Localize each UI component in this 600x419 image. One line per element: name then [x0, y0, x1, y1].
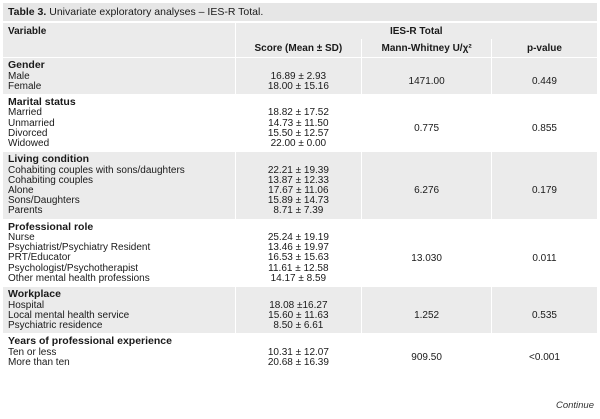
table-row: Workplace Hospital Local mental health ser… — [3, 285, 597, 334]
subgroup-label: Male — [8, 70, 30, 82]
subgroup-label: Psychologist/Psychotherapist — [8, 262, 139, 274]
subgroup-label: Cohabiting couples with sons/daughters — [8, 164, 185, 176]
table-row: Years of professional experience Ten or l… — [3, 333, 597, 370]
header-pvalue: p-value — [490, 39, 597, 58]
category-title: Professional role — [8, 220, 94, 233]
subgroup-label: Other mental health professions — [8, 272, 150, 284]
score-value: 14.17 ± 8.59 — [270, 272, 327, 284]
variable-cell: Gender Male Female — [3, 57, 235, 95]
category-title: Workplace — [8, 288, 61, 300]
category-title: Marital status — [8, 95, 76, 108]
header-score: Score (Mean ± SD) — [234, 39, 362, 58]
test-statistic: 909.50 — [361, 333, 492, 370]
score-value: 15.50 ± 12.57 — [267, 127, 329, 139]
category-title: Living condition — [8, 153, 90, 166]
table-row: Living condition Cohabiting couples with … — [3, 151, 597, 220]
score-value: 13.87 ± 12.33 — [267, 174, 329, 186]
spacer — [241, 60, 357, 72]
test-statistic: 1471.00 — [361, 57, 492, 95]
score-value: 8.50 ± 6.61 — [273, 319, 324, 331]
subgroup-label: PRT/Educator — [8, 252, 71, 264]
score-value: 14.73 ± 11.50 — [268, 117, 329, 129]
score-cell: 22.21 ± 19.39 13.87 ± 12.33 17.67 ± 11.06 1… — [234, 151, 362, 220]
category-title: Gender — [8, 59, 45, 71]
score-value: 17.67 ± 11.06 — [268, 185, 329, 196]
continue-label: Continue — [555, 400, 594, 411]
score-value: 16.53 ± 15.63 — [267, 252, 329, 264]
subgroup-label: Widowed — [8, 137, 50, 149]
header-test: Mann-Whitney U/χ² — [361, 39, 492, 58]
score-value: 25.24 ± 19.19 — [267, 232, 329, 244]
variable-cell: Living condition Cohabiting couples with … — [3, 151, 235, 220]
variable-cell: Professional role Nurse Psychiatrist/Psych… — [3, 218, 235, 287]
caption-text: Univariate exploratory analyses – IES-R … — [46, 6, 264, 18]
table-row: Professional role Nurse Psychiatrist/Psych… — [3, 218, 597, 287]
score-value: 11.61 ± 12.58 — [268, 262, 329, 274]
score-cell: 10.31 ± 12.07 20.68 ± 16.39 — [234, 333, 362, 370]
subgroup-label: Hospital — [8, 299, 45, 311]
test-statistic: 1.252 — [361, 285, 492, 334]
subgroup-label: Local mental health service — [8, 309, 130, 321]
score-value: 18.08 ±16.27 — [269, 299, 328, 311]
p-value: <0.001 — [490, 333, 597, 370]
subgroup-label: Ten or less — [8, 346, 57, 358]
results-table: Variable IES-R Total Score (Mean ± SD) M… — [3, 23, 597, 370]
p-value: 0.011 — [490, 218, 597, 287]
score-value: 16.89 ± 2.93 — [270, 70, 327, 82]
subgroup-label: Psychiatric residence — [8, 319, 103, 331]
subgroup-label: More than ten — [8, 356, 70, 368]
table-row: Gender Male Female 16.89 ± 2.93 18.00 ± 15.1… — [3, 57, 597, 95]
table-row: Marital status Married Unmarried Divorced Wi… — [3, 93, 597, 152]
score-cell: 16.89 ± 2.93 18.00 ± 15.16 — [234, 57, 362, 95]
header-blank — [3, 39, 235, 58]
score-cell: 18.82 ± 17.52 14.73 ± 11.50 15.50 ± 12.57 2… — [234, 93, 362, 152]
score-value: 8.71 ± 7.39 — [273, 205, 324, 217]
header-ies-r-total: IES-R Total — [234, 23, 597, 39]
score-cell: 18.08 ±16.27 15.60 ± 11.63 8.50 ± 6.61 — [234, 285, 362, 334]
score-value: 10.31 ± 12.07 — [267, 346, 329, 358]
table-caption: Table 3. Univariate exploratory analyses… — [3, 3, 597, 21]
variable-cell: Years of professional experience Ten or l… — [3, 333, 235, 370]
p-value: 0.855 — [490, 93, 597, 152]
score-value: 22.00 ± 0.00 — [270, 137, 327, 149]
spacer — [241, 289, 357, 301]
subgroup-label: Parents — [8, 205, 43, 217]
score-value: 18.00 ± 15.16 — [267, 80, 329, 92]
subgroup-label: Married — [8, 107, 42, 119]
subgroup-label: Divorced — [8, 127, 48, 139]
caption-label: Table 3. — [8, 6, 47, 18]
table-body: Gender Male Female 16.89 ± 2.93 18.00 ± 15.1… — [3, 57, 597, 370]
subgroup-label: Female — [8, 80, 42, 92]
subgroup-label: Sons/Daughters — [8, 195, 80, 207]
subgroup-label: Nurse — [8, 232, 35, 244]
score-value: 15.89 ± 14.73 — [267, 195, 329, 207]
spacer — [241, 154, 357, 166]
score-value: 13.46 ± 19.97 — [267, 242, 329, 254]
p-value: 0.449 — [490, 57, 597, 95]
variable-cell: Marital status Married Unmarried Divorced Wi… — [3, 93, 235, 152]
p-value: 0.535 — [490, 285, 597, 334]
subgroup-label: Cohabiting couples — [8, 174, 94, 186]
subgroup-label: Alone — [8, 185, 34, 196]
test-statistic: 13.030 — [361, 218, 492, 287]
p-value: 0.179 — [490, 151, 597, 220]
spacer — [241, 336, 357, 348]
test-statistic: 6.276 — [361, 151, 492, 220]
score-value: 22.21 ± 19.39 — [267, 164, 329, 176]
variable-cell: Workplace Hospital Local mental health ser… — [3, 285, 235, 334]
score-value: 18.82 ± 17.52 — [267, 107, 329, 119]
score-cell: 25.24 ± 19.19 13.46 ± 19.97 16.53 ± 15.63 1… — [234, 218, 362, 287]
category-title: Years of professional experience — [8, 335, 172, 348]
score-value: 20.68 ± 16.39 — [267, 356, 329, 368]
score-value: 15.60 ± 11.63 — [268, 309, 329, 321]
header-variable: Variable — [8, 25, 47, 37]
test-statistic: 0.775 — [361, 93, 492, 152]
subgroup-label: Psychiatrist/Psychiatry Resident — [8, 242, 151, 254]
subgroup-label: Unmarried — [8, 117, 55, 129]
